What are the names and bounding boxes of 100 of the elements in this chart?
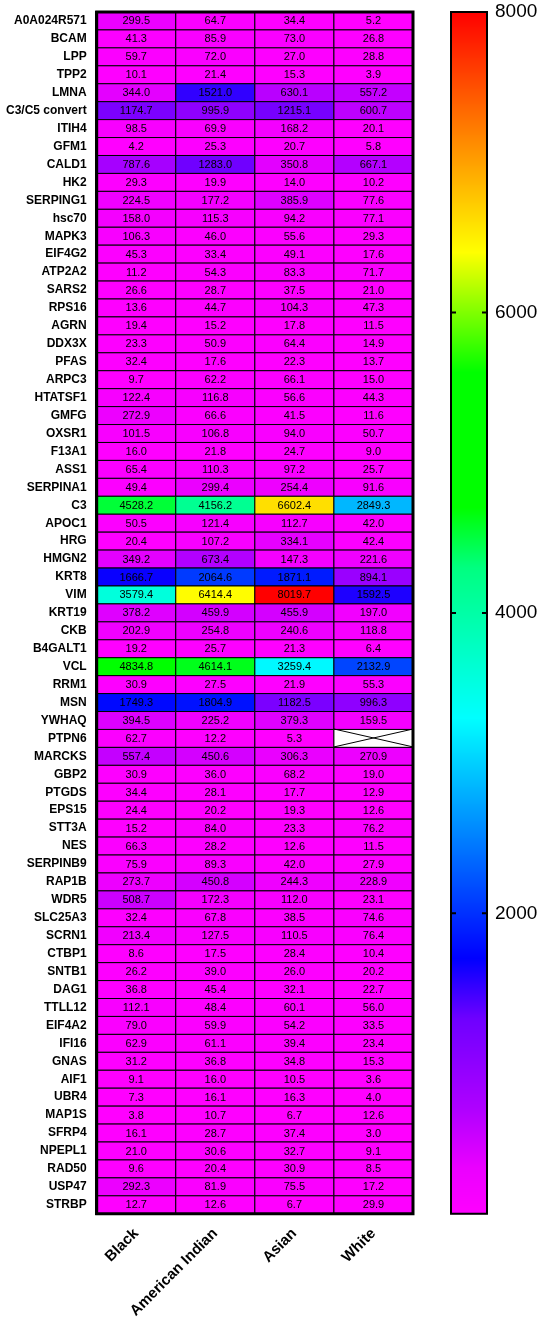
y-tick-label: SCRN1 <box>46 928 88 943</box>
data-label: 13.7 <box>362 355 385 368</box>
data-label: 62.9 <box>125 1036 147 1049</box>
data-label: 630.1 <box>280 86 309 99</box>
data-label: 54.2 <box>283 1018 306 1031</box>
data-label: 9.0 <box>365 444 382 457</box>
data-label: 94.0 <box>283 427 306 440</box>
y-tick-label: RAD50 <box>47 1161 88 1176</box>
data-label: 10.2 <box>362 175 385 188</box>
data-label: 3.0 <box>365 1126 382 1139</box>
y-tick-label: CTBP1 <box>47 945 88 960</box>
color-bar-label: 6000 <box>495 300 538 322</box>
data-label: 273.7 <box>122 875 150 888</box>
y-tick-label: LMNA <box>52 85 88 100</box>
data-label: 1283.0 <box>198 157 233 170</box>
y-tick-label: LPP <box>63 49 87 64</box>
data-label: 4.0 <box>365 1090 382 1103</box>
data-label: 68.2 <box>283 767 306 780</box>
data-label: 158.0 <box>122 211 150 224</box>
data-label: 33.5 <box>362 1018 385 1031</box>
data-label: 42.0 <box>362 516 385 529</box>
data-label: 4528.2 <box>119 498 154 511</box>
data-label: 1521.0 <box>198 86 233 99</box>
data-label: 30.6 <box>204 1144 227 1157</box>
data-label: 64.4 <box>283 337 306 350</box>
data-label: 106.3 <box>122 229 150 242</box>
data-label: 1174.7 <box>119 104 153 117</box>
data-label: 3.6 <box>365 1072 382 1085</box>
data-label: 25.7 <box>362 462 385 475</box>
data-label: 1592.5 <box>356 588 391 601</box>
data-label: 557.2 <box>359 86 388 99</box>
data-label: 17.6 <box>362 247 385 260</box>
y-tick-label: SNTB1 <box>47 963 88 978</box>
data-label: 11.6 <box>363 409 384 422</box>
data-label: 115.3 <box>201 211 229 224</box>
data-label: 11.5 <box>363 319 384 332</box>
y-tick-label: C3 <box>71 497 88 512</box>
data-label: 168.2 <box>280 122 309 135</box>
data-label: 21.3 <box>283 642 306 655</box>
data-label: 20.1 <box>362 122 385 135</box>
data-label: 14.0 <box>283 175 306 188</box>
data-label: 77.6 <box>362 193 385 206</box>
data-label: 228.9 <box>359 875 388 888</box>
data-label: 172.3 <box>201 893 230 906</box>
data-label: 38.5 <box>283 911 306 924</box>
data-label: 299.4 <box>201 480 230 493</box>
y-tick-label: NES <box>62 838 87 853</box>
data-label: 19.0 <box>362 767 385 780</box>
data-label: 12.6 <box>362 1108 385 1121</box>
data-label: 28.2 <box>204 839 227 852</box>
data-label: 34.4 <box>283 14 306 27</box>
data-label: 71.7 <box>362 265 385 278</box>
data-label: 39.4 <box>283 1036 306 1049</box>
data-label: 118.8 <box>360 624 387 637</box>
data-label: 213.4 <box>122 929 150 942</box>
data-label: 25.7 <box>204 642 227 655</box>
data-label: 17.7 <box>283 785 306 798</box>
data-label: 394.5 <box>122 714 150 727</box>
data-label: 30.9 <box>125 767 147 780</box>
y-tick-label: PTPN6 <box>48 730 88 745</box>
data-label: 76.4 <box>362 929 385 942</box>
data-label: 66.1 <box>283 373 306 386</box>
data-label: 60.1 <box>283 1001 306 1014</box>
data-label: 97.2 <box>283 462 306 475</box>
data-label: 16.1 <box>204 1090 227 1103</box>
data-label: 3579.4 <box>119 588 154 601</box>
y-tick-label: MAP1S <box>45 1107 87 1122</box>
data-label: 36.0 <box>204 767 227 780</box>
y-tick-label: YWHAQ <box>40 712 87 727</box>
data-label: 45.3 <box>125 247 147 260</box>
y-tick-label: TTLL12 <box>44 999 88 1014</box>
data-label: 112.1 <box>122 1001 150 1014</box>
data-label: 894.1 <box>359 570 388 583</box>
data-label: 94.2 <box>283 211 306 224</box>
data-label: 10.5 <box>283 1072 306 1085</box>
data-label: 10.4 <box>362 947 385 960</box>
data-label: 110.5 <box>281 929 308 942</box>
y-tick-label: EIF4A2 <box>46 1017 88 1032</box>
data-label: 101.5 <box>122 427 150 440</box>
y-tick-label: BCAM <box>50 31 87 46</box>
data-label: 17.5 <box>204 947 227 960</box>
data-label: 106.8 <box>201 427 230 440</box>
data-label: 28.8 <box>362 50 385 63</box>
data-label: 56.6 <box>283 391 306 404</box>
data-label: 44.7 <box>204 301 227 314</box>
y-tick-label: VCL <box>62 659 87 673</box>
data-label: 9.1 <box>365 1144 382 1157</box>
data-label: 62.2 <box>204 373 227 386</box>
data-label: 23.4 <box>362 1036 385 1049</box>
y-tick-label: GMFG <box>50 407 87 422</box>
data-label: 39.0 <box>204 965 227 978</box>
y-tick-label: GBP2 <box>54 766 88 781</box>
data-label: 225.2 <box>201 714 230 727</box>
data-label: 33.4 <box>204 247 227 260</box>
data-label: 55.6 <box>283 229 306 242</box>
y-tick-label: AGRN <box>51 318 87 333</box>
data-label: 23.3 <box>125 337 147 350</box>
y-tick-label: SERPING1 <box>26 192 88 207</box>
data-label: 8.5 <box>365 1162 382 1175</box>
y-tick-label: APOC1 <box>45 515 88 530</box>
